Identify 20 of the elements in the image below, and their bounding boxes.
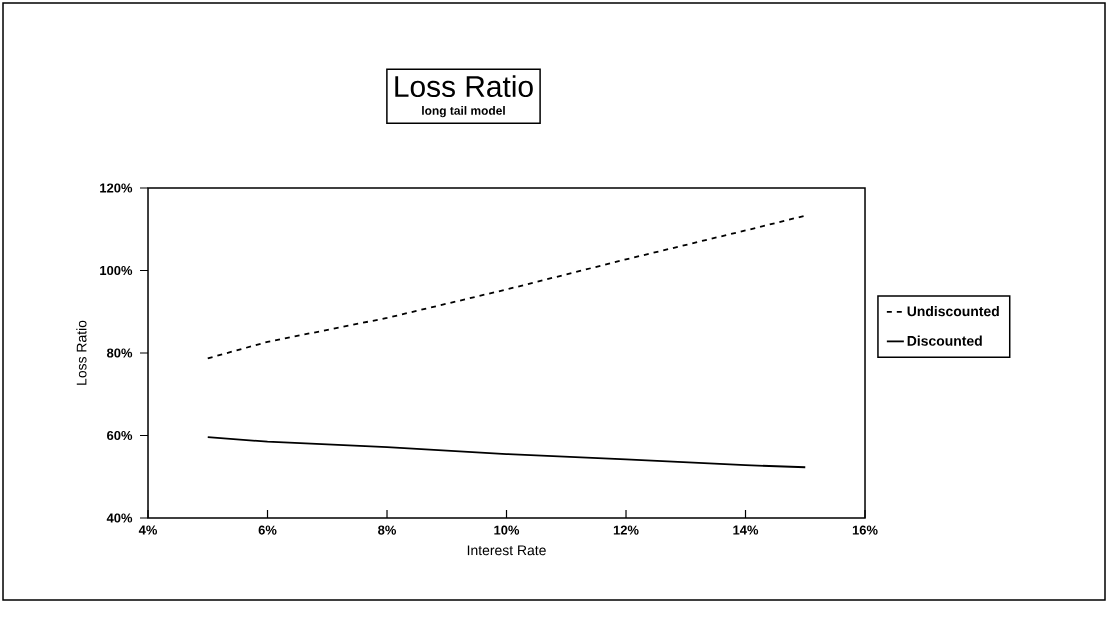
x-tick-label: 4% (138, 525, 158, 535)
x-tick-label: 14% (733, 525, 759, 535)
legend-label: Discounted (907, 335, 982, 346)
y-tick-label: 80% (106, 348, 133, 358)
line-series (206, 214, 807, 360)
x-tick-label: 16% (852, 525, 878, 535)
y-axis-title: Loss Ratio (76, 320, 87, 385)
chart-subtitle: long tail model (422, 106, 505, 118)
x-tick-label: 12% (613, 525, 639, 535)
x-tick-label: 6% (258, 525, 277, 535)
chart-title: Loss Ratio (395, 75, 533, 98)
line-series (206, 436, 807, 469)
y-tick-label: 40% (106, 513, 133, 523)
x-tick-label: 10% (494, 525, 520, 535)
legend-label: Undiscounted (907, 305, 999, 317)
y-tick-label: 120% (100, 183, 133, 193)
y-tick-label: 60% (107, 430, 133, 441)
y-tick-label: 100% (100, 265, 133, 276)
x-tick-label: 8% (378, 525, 397, 535)
x-axis-title: Interest Rate (467, 545, 546, 556)
